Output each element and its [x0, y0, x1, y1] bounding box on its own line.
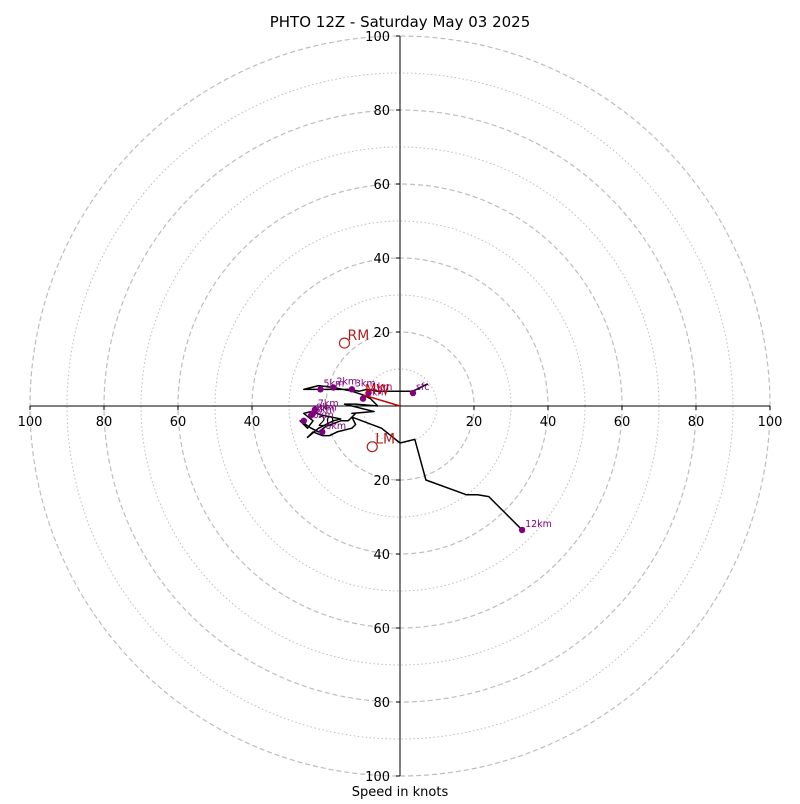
storm-motion-marker — [338, 337, 351, 349]
height-marker-point — [300, 417, 307, 424]
y-tick-label-bottom: 80 — [373, 696, 390, 711]
height-marker-point — [317, 386, 324, 393]
x-tick-label-left: 100 — [18, 415, 43, 430]
height-marker-point — [319, 428, 326, 436]
x-tick-label-left: 40 — [244, 415, 261, 430]
mean-wind-vector — [362, 394, 401, 407]
height-marker-label: 7km — [318, 399, 339, 410]
height-marker-label: 12km — [525, 519, 552, 530]
storm-motion-markers: MW RM LM — [338, 328, 395, 453]
height-marker-label: sfc — [416, 382, 430, 393]
x-tick-label-right: 20 — [466, 415, 483, 430]
height-marker-point — [359, 395, 367, 402]
y-tick-label-bottom: 100 — [365, 770, 390, 785]
x-tick-label-right: 60 — [614, 415, 631, 430]
height-marker-label: 5km — [323, 378, 344, 389]
x-tick-label-right: 40 — [540, 415, 557, 430]
mean-wind-label: MW — [365, 383, 389, 398]
tick-labels: 100 100 100 100 80 80 80 80 60 60 60 60 40 40 40 40 20 20… — [18, 30, 783, 785]
hodograph-trace-line — [299, 383, 523, 531]
chart-title: PHTO 12Z - Saturday May 03 2025 — [270, 13, 531, 31]
y-tick-label-bottom: 20 — [373, 474, 390, 489]
height-marker-label: 1km — [372, 382, 393, 393]
height-marker-label: 9km — [316, 402, 337, 413]
y-tick-label-top: 60 — [373, 178, 390, 193]
height-marker-label: 3km — [355, 378, 376, 389]
height-marker-point — [330, 384, 337, 391]
height-marker-label: 8km — [314, 404, 335, 415]
wind-trace — [299, 383, 523, 531]
height-marker-label: 4km — [366, 388, 387, 399]
storm-motion-marker — [366, 441, 378, 453]
y-tick-label-top: 40 — [373, 252, 390, 267]
storm-motion-label: RM — [348, 328, 370, 344]
height-marker-point — [365, 389, 372, 397]
height-marker-label: 6km — [325, 421, 346, 432]
x-axis-label: Speed in knots — [352, 785, 449, 800]
x-tick-label-left: 80 — [96, 415, 113, 430]
y-tick-label-bottom: 60 — [373, 622, 390, 637]
x-tick-label-left: 60 — [170, 415, 187, 430]
y-tick-label-top: 20 — [373, 326, 390, 341]
x-tick-label-right: 100 — [758, 415, 783, 430]
storm-motion-label: LM — [375, 432, 395, 448]
x-tick-label-right: 80 — [688, 415, 705, 430]
height-marker-point — [518, 526, 526, 534]
height-marker-label: 10km — [307, 410, 334, 421]
y-tick-label-top: 100 — [365, 30, 390, 45]
y-tick-label-top: 80 — [373, 104, 390, 119]
height-marker-point — [309, 410, 317, 417]
y-tick-label-bottom: 40 — [373, 548, 390, 563]
height-marker-point — [348, 386, 356, 393]
height-marker-point — [409, 389, 417, 397]
height-marker-label: 2km — [336, 377, 357, 388]
